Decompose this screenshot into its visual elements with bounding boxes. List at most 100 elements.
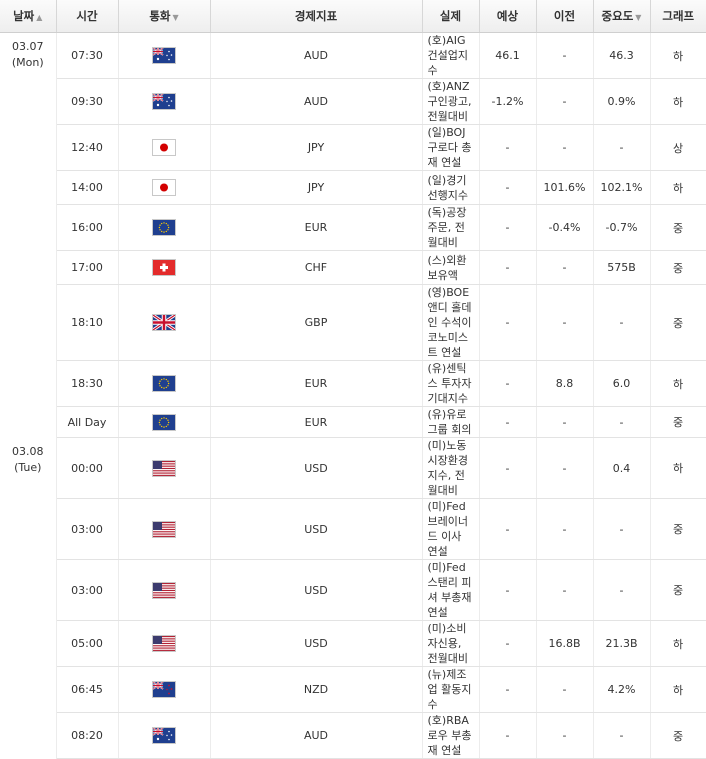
usa-flag-icon: [152, 459, 176, 477]
indicator-cell: (유)유로그룹 회의: [422, 406, 480, 438]
indicator-cell: (스)외환보유액: [422, 250, 480, 285]
currency-cell: USD: [210, 498, 423, 560]
previous-cell: -: [593, 712, 651, 759]
calendar-row: 09:30 AUD (호)ANZ구인광고, 전월대비 -1.2% -0.9% 하: [0, 78, 706, 125]
indicator-cell: (독)공장주문, 전월대비: [422, 204, 480, 251]
previous-cell: 575B: [593, 250, 651, 285]
flag-cell: [118, 712, 211, 759]
previous-cell: 0.4: [593, 437, 651, 499]
indicator-cell: (호)RBA 로우 부총재 연설: [422, 712, 480, 759]
date-value: 03.08: [12, 444, 44, 458]
time-cell: 07:30: [56, 32, 119, 79]
currency-cell: CHF: [210, 250, 423, 285]
calendar-row: 16:00 EUR (독)공장주문, 전월대비 - -0.4% -0.7% 중: [0, 204, 706, 251]
importance-cell: 중: [650, 559, 706, 621]
indicator-cell: (호)AIG 건설업지수: [422, 32, 480, 79]
currency-cell: AUD: [210, 32, 423, 79]
indicator-cell: (호)ANZ구인광고, 전월대비: [422, 78, 480, 125]
currency-cell: USD: [210, 437, 423, 499]
forecast-cell: 16.8B: [536, 620, 594, 667]
day-of-week: (Mon): [11, 56, 44, 69]
previous-cell: 6.0: [593, 360, 651, 407]
indicator-cell: (미)노동시장환경지수, 전월대비: [422, 437, 480, 499]
previous-cell: -: [593, 406, 651, 438]
flag-cell: [118, 170, 211, 205]
indicator-column-header: 경제지표: [210, 0, 423, 33]
time-cell: 16:00: [56, 204, 119, 251]
calendar-row: 14:00 JPY (일)경기선행지수 -101.6% 102.1% 하: [0, 170, 706, 205]
actual-cell: -: [479, 437, 537, 499]
actual-cell: -: [479, 360, 537, 407]
actual-cell: -: [479, 666, 537, 713]
time-cell: 00:00: [56, 437, 119, 499]
calendar-row: 17:00 CHF (스)외환보유액 - -575B 중: [0, 250, 706, 285]
importance-cell: 중: [650, 712, 706, 759]
previous-cell: 102.1%: [593, 170, 651, 205]
forecast-cell: -: [536, 78, 594, 125]
calendar-row: 03.07 (Mon) 07:30 AUD (호)AIG 건설업지수 46.1-46.3 하: [0, 32, 706, 438]
actual-cell: -: [479, 712, 537, 759]
actual-cell: -: [479, 284, 537, 361]
actual-cell: -: [479, 559, 537, 621]
previous-cell: 0.9%: [593, 78, 651, 125]
flag-cell: [118, 666, 211, 713]
importance-cell: 하: [650, 32, 706, 79]
importance-cell: 중: [650, 204, 706, 251]
header-row: 날짜 ▲ 시간 통화 ▼ 경제지표 실제 예상 이전 중요도 ▼ 그래프: [0, 0, 706, 33]
switzerland-flag-icon: [152, 259, 176, 276]
nz-flag-icon: [152, 681, 176, 698]
australia-flag-icon: [152, 47, 176, 64]
actual-cell: -: [479, 620, 537, 667]
forecast-cell: -: [536, 437, 594, 499]
forecast-cell: 101.6%: [536, 170, 594, 205]
previous-cell: -0.7%: [593, 204, 651, 251]
forecast-cell: -: [536, 124, 594, 171]
actual-cell: -: [479, 498, 537, 560]
actual-column-header: 실제: [422, 0, 480, 33]
time-cell: 03:00: [56, 498, 119, 560]
previous-cell: -: [593, 559, 651, 621]
currency-cell: USD: [210, 620, 423, 667]
flag-cell: [118, 559, 211, 621]
japan-flag-icon: [152, 139, 176, 156]
time-cell: 18:10: [56, 284, 119, 361]
forecast-cell: -: [536, 32, 594, 79]
forecast-cell: -: [536, 712, 594, 759]
uk-flag-icon: [152, 314, 176, 331]
currency-cell: EUR: [210, 406, 423, 438]
forecast-cell: -: [536, 284, 594, 361]
graph-column-header: 그래프: [650, 0, 706, 33]
time-cell: 14:00: [56, 170, 119, 205]
eu-flag-icon: [152, 375, 176, 392]
indicator-cell: (미)Fed 스탠리 피셔 부총재 연설: [422, 559, 480, 621]
forecast-cell: -: [536, 559, 594, 621]
flag-cell: [118, 32, 211, 79]
date-column-header[interactable]: 날짜 ▲: [0, 0, 57, 33]
previous-cell: -: [593, 498, 651, 560]
importance-cell: 상: [650, 124, 706, 171]
actual-cell: -: [479, 406, 537, 438]
day-of-week: (Tue): [14, 460, 42, 474]
flag-cell: [118, 284, 211, 361]
time-cell: 05:00: [56, 620, 119, 667]
time-cell: All Day: [56, 406, 119, 438]
calendar-row: 05:00 USD (미)소비자신용, 전월대비 -16.8B 21.3B 하: [0, 620, 706, 667]
forecast-cell: -: [536, 666, 594, 713]
sort-up-icon: ▲: [36, 13, 43, 22]
dropdown-arrow-icon: ▼: [635, 13, 642, 22]
flag-cell: [118, 124, 211, 171]
usa-flag-icon: [152, 635, 176, 652]
currency-column-header[interactable]: 통화 ▼: [118, 0, 211, 33]
flag-cell: [118, 360, 211, 407]
forecast-cell: 8.8: [536, 360, 594, 407]
australia-flag-icon: [152, 93, 176, 110]
dropdown-arrow-icon: ▼: [172, 13, 179, 22]
importance-column-header[interactable]: 중요도 ▼: [593, 0, 651, 33]
importance-cell: 하: [650, 437, 706, 499]
previous-cell: -: [593, 284, 651, 361]
importance-cell: 하: [650, 620, 706, 667]
forecast-cell: -: [536, 250, 594, 285]
